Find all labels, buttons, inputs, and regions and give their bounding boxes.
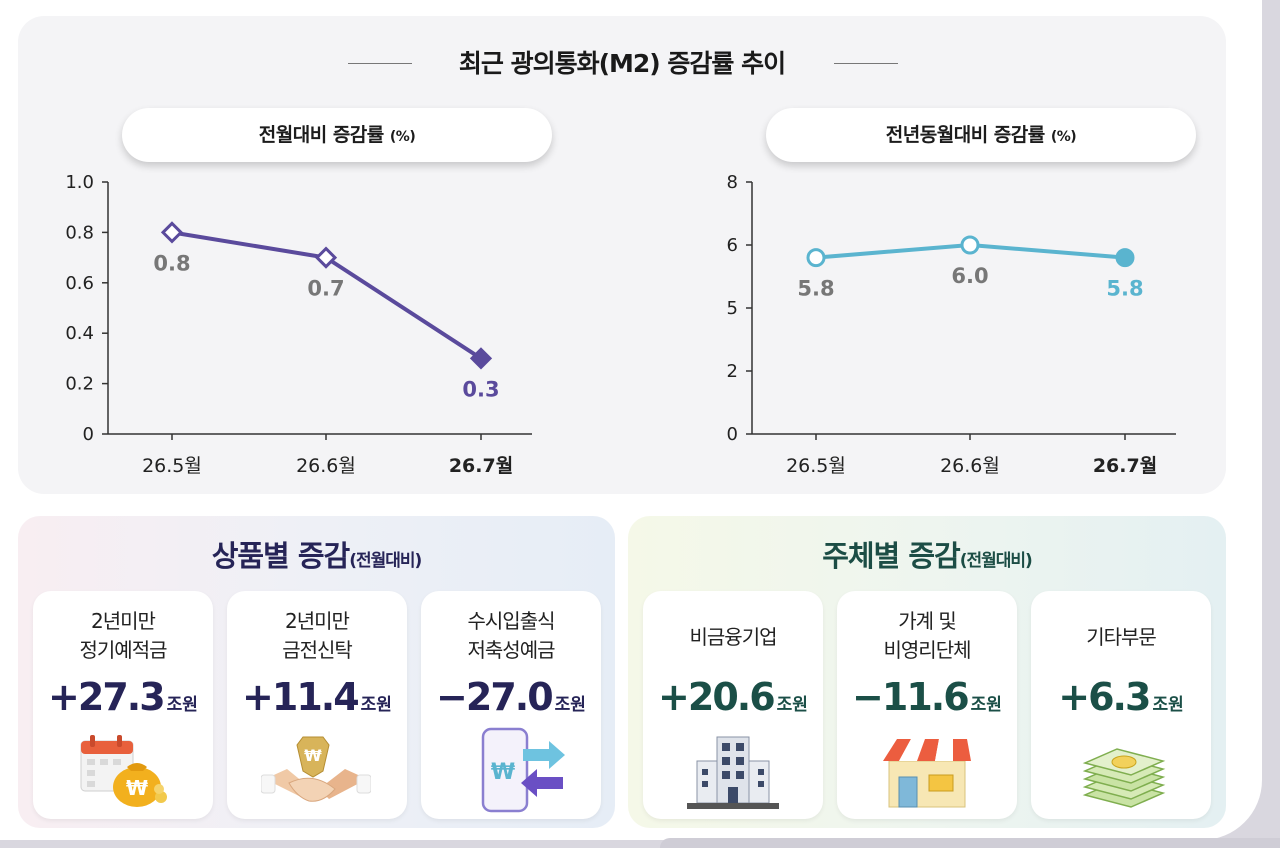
chart1-y-tick-label: 0.8	[65, 222, 94, 243]
chart2-y-tick-label: 5	[727, 298, 738, 319]
svg-text:₩: ₩	[491, 760, 515, 785]
chart2-title-unit: (%)	[1050, 129, 1077, 145]
chart2-data-label: 6.0	[951, 264, 988, 288]
card-value: +20.6 조원	[643, 675, 823, 719]
chart1-title: 전월대비 증감률	[258, 124, 384, 146]
sector-subtitle: (전월대비)	[959, 551, 1033, 571]
chart1-data-label: 0.8	[153, 251, 190, 275]
title-rule-left	[348, 63, 412, 64]
chart2-circle-marker	[806, 248, 826, 268]
chart1-x-tick-label: 26.7월	[449, 455, 513, 477]
chart1-diamond-marker	[314, 246, 338, 269]
card-value: −11.6 조원	[837, 675, 1017, 719]
value-unit: 조원	[554, 695, 586, 715]
product-card-trust: 2년미만 금전신탁 +11.4 조원 ₩	[227, 591, 407, 819]
chart1-data-label: 0.3	[462, 377, 499, 401]
product-title: 상품별 증감	[211, 539, 350, 573]
handshake-won-icon: ₩	[261, 736, 371, 802]
chart2-circle-marker	[960, 235, 980, 255]
chart1-x-tick-label: 26.5월	[142, 455, 202, 477]
chart1-x-tick-label: 26.6월	[296, 455, 356, 477]
svg-text:₩: ₩	[126, 776, 148, 800]
card-value: +27.3 조원	[33, 675, 213, 719]
card-value: +6.3 조원	[1031, 675, 1211, 719]
chart1-title-pill: 전월대비 증감률 (%)	[122, 108, 552, 162]
chart1-y-tick-label: 0.4	[65, 323, 94, 344]
card-label: 기타부문	[1086, 625, 1157, 649]
value-number: +11.4	[242, 675, 360, 719]
product-section-title: 상품별 증감(전월대비)	[18, 533, 615, 575]
chart1-y-tick-label: 0	[83, 424, 94, 445]
chart2-circle-marker	[1115, 248, 1135, 268]
sector-card-household: 가계 및 비영리단체 −11.6 조원	[837, 591, 1017, 819]
card-value: +11.4 조원	[227, 675, 407, 719]
chart1-y-tick-label: 1.0	[65, 172, 94, 193]
phone-transfer-icon: ₩	[481, 727, 565, 813]
chart2-data-label: 5.8	[1106, 277, 1143, 301]
product-card-savings: 수시입출식 저축성예금 −27.0 조원 ₩	[421, 591, 601, 819]
office-building-icon	[687, 736, 779, 809]
value-number: +6.3	[1058, 675, 1151, 719]
chart2-y-tick-label: 0	[727, 424, 738, 445]
value-number: −11.6	[852, 675, 970, 719]
value-unit: 조원	[970, 695, 1002, 715]
calendar-money-bag-icon: ₩	[80, 735, 167, 807]
card-label: 2년미만 금전신탁	[282, 609, 353, 662]
product-card-deposit: 2년미만 정기예적금 +27.3 조원 ₩	[33, 591, 213, 819]
main-title: 최근 광의통화(M2) 증감률 추이	[458, 49, 786, 78]
value-number: +20.6	[658, 675, 776, 719]
chart1-y-tick-label: 0.2	[65, 374, 94, 395]
value-number: +27.3	[48, 675, 166, 719]
chart2-y-tick-label: 6	[727, 235, 738, 256]
sector-section-title: 주체별 증감(전월대비)	[628, 533, 1226, 575]
title-rule-right	[834, 63, 898, 64]
store-icon	[883, 739, 971, 808]
value-unit: 조원	[1152, 695, 1184, 715]
chart1-diamond-marker	[469, 347, 493, 370]
chart1-y-tick-label: 0.6	[65, 273, 94, 294]
chart2-title: 전년동월대비 증감률	[885, 124, 1045, 146]
value-unit: 조원	[166, 695, 198, 715]
card-value: −27.0 조원	[421, 675, 601, 719]
chart1-diamond-marker	[160, 221, 184, 244]
chart-panel	[18, 16, 1226, 494]
chart2-y-tick-label: 8	[727, 172, 738, 193]
money-stack-icon	[1082, 748, 1166, 808]
line-charts: 0 0.2 0.4 0.6 0.8 1.0 26.5월 26.6월 26.7월 0 2 5 6 8 26.5…	[65, 172, 1176, 477]
chart1-data-label: 0.7	[307, 277, 344, 301]
chart2-title-pill: 전년동월대비 증감률 (%)	[766, 108, 1196, 162]
product-section: 상품별 증감(전월대비) 2년미만 정기예적금 +27.3 조원 ₩ 2년미만 금…	[18, 516, 615, 828]
product-subtitle: (전월대비)	[349, 551, 422, 571]
bottom-decoration	[660, 838, 1280, 848]
chart2-data-label: 5.8	[797, 277, 834, 301]
value-number: −27.0	[436, 675, 554, 719]
value-unit: 조원	[776, 695, 808, 715]
card-label: 2년미만 정기예적금	[79, 609, 168, 662]
card-label: 비금융기업	[689, 625, 778, 649]
value-unit: 조원	[360, 695, 392, 715]
chart2-y-tick-label: 2	[727, 361, 738, 382]
sector-card-other: 기타부문 +6.3 조원	[1031, 591, 1211, 819]
sector-section: 주체별 증감(전월대비) 비금융기업 +20.6 조원 가계 및 비영리단체 −1…	[628, 516, 1226, 828]
chart2-x-tick-label: 26.5월	[786, 455, 846, 477]
sector-card-corporate: 비금융기업 +20.6 조원	[643, 591, 823, 819]
chart2-x-tick-label: 26.7월	[1093, 455, 1157, 477]
chart1-title-unit: (%)	[389, 129, 416, 145]
sector-title: 주체별 증감	[822, 539, 960, 573]
chart2-x-tick-label: 26.6월	[940, 455, 1000, 477]
card-label: 가계 및 비영리단체	[883, 609, 972, 662]
svg-text:₩: ₩	[304, 746, 322, 765]
card-label: 수시입출식 저축성예금	[467, 609, 556, 662]
